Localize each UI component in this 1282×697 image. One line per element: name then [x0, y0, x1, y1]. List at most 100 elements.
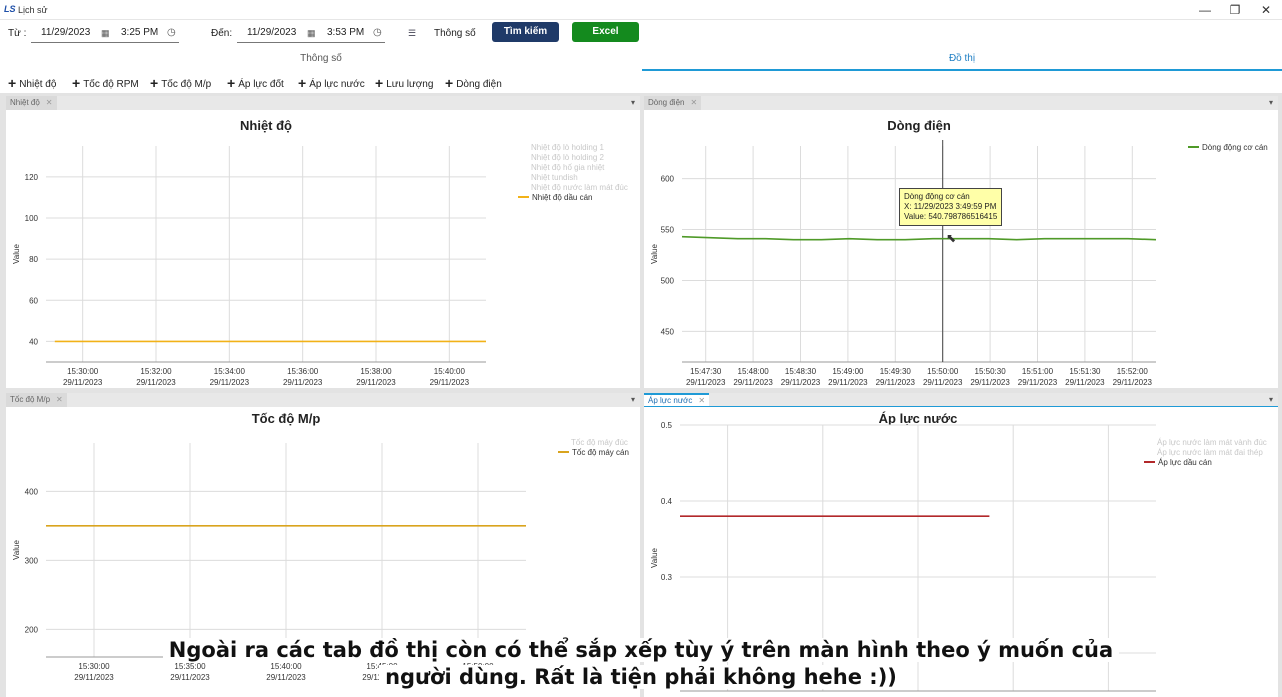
x-tick-label: 15:48:30	[785, 367, 817, 376]
calendar-icon[interactable]: ▦	[101, 28, 110, 38]
legend-entry: Áp lực nước làm mát vành đúc	[1157, 438, 1267, 447]
x-tick-label: 15:49:30	[880, 367, 912, 376]
add-water-pressure-button[interactable]: + Áp lực nước	[298, 75, 365, 91]
y-axis-label: Value	[650, 244, 659, 264]
from-label: Từ :	[8, 28, 27, 39]
legend-entry: Nhiệt độ nước làm mát đúc	[531, 183, 628, 192]
x-tick-date: 29/11/2023	[430, 378, 470, 387]
panel-tab-temperature[interactable]: Nhiệt độ ✕	[6, 96, 57, 110]
y-tick-label: 60	[29, 296, 38, 305]
caption-line-2: người dùng. Rất là tiện phải không hehe …	[379, 665, 903, 689]
param-label[interactable]: Thông số	[434, 28, 476, 39]
x-tick-label: 15:51:00	[1022, 367, 1054, 376]
add-rpm-button[interactable]: + Tốc độ RPM	[72, 75, 139, 91]
calendar-icon[interactable]: ▦	[307, 28, 316, 38]
legend-entry: Nhiệt độ lò holding 1	[531, 143, 604, 152]
add-temperature-button[interactable]: + Nhiệt độ	[8, 75, 56, 91]
close-icon[interactable]: ✕	[698, 396, 706, 405]
maximize-button[interactable]: ❐	[1229, 3, 1241, 17]
plus-icon: +	[72, 75, 81, 91]
toolbar-label: Dòng điện	[456, 79, 502, 90]
excel-button[interactable]: Excel	[572, 22, 639, 42]
y-tick-label: 40	[29, 337, 38, 346]
x-tick-label: 15:40:00	[270, 662, 302, 671]
plus-icon: +	[375, 75, 384, 91]
close-icon[interactable]: ✕	[56, 395, 63, 404]
y-tick-label: 0.4	[661, 497, 673, 506]
to-time-value[interactable]: 3:53 PM	[327, 27, 365, 38]
add-speed-button[interactable]: + Tốc độ M/p	[150, 75, 211, 91]
chart-title: Dòng điện	[887, 118, 951, 133]
x-tick-date: 29/11/2023	[136, 378, 176, 387]
x-tick-date: 29/11/2023	[170, 673, 210, 682]
close-icon[interactable]: ✕	[690, 98, 698, 107]
y-axis-label: Value	[12, 244, 21, 264]
window-title: Lịch sử	[18, 5, 48, 15]
search-button[interactable]: Tìm kiếm	[492, 22, 559, 42]
panel-tab-current[interactable]: Dòng điện ✕	[644, 96, 702, 110]
panel-menu-icon[interactable]: ▾	[1269, 395, 1274, 404]
x-tick-label: 15:30:00	[78, 662, 110, 671]
x-tick-label: 15:50:00	[927, 367, 959, 376]
from-datetime-picker[interactable]: 11/29/2023 ▦ 3:25 PM ◷	[31, 25, 179, 43]
tab-charts[interactable]: Đồ thị	[948, 53, 976, 64]
add-current-button[interactable]: + Dòng điện	[445, 75, 502, 91]
y-tick-label: 500	[661, 276, 675, 285]
x-tick-date: 29/11/2023	[923, 378, 963, 387]
add-burn-pressure-button[interactable]: + Áp lực đốt	[227, 75, 284, 91]
toolbar-label: Áp lực nước	[309, 79, 365, 90]
panel-tab-strip	[6, 96, 640, 110]
legend-entry: Áp lực dầu cán	[1158, 458, 1212, 467]
x-tick-date: 29/11/2023	[356, 378, 396, 387]
from-time-value[interactable]: 3:25 PM	[121, 27, 159, 38]
x-tick-label: 15:47:30	[690, 367, 722, 376]
from-date-value[interactable]: 11/29/2023	[41, 27, 91, 38]
clock-icon[interactable]: ◷	[167, 27, 176, 38]
legend-entry: Áp lực nước làm mát đai thép	[1157, 448, 1263, 457]
panel-speed: Tốc độ M/p ✕ ▾ Tốc độ M/p 15:30:00 29/11/20…	[6, 393, 640, 697]
series-line	[681, 235, 1157, 241]
title-bar: LS Lịch sử — ❐ ✕	[0, 0, 1282, 20]
panel-tab-speed[interactable]: Tốc độ M/p ✕	[6, 393, 67, 407]
y-axis-label: Value	[12, 540, 21, 560]
x-tick-label: 15:51:30	[1069, 367, 1101, 376]
toolbar-label: Nhiệt độ	[19, 79, 57, 90]
chart-title: Nhiệt độ	[240, 118, 292, 133]
close-button[interactable]: ✕	[1260, 3, 1272, 17]
panel-tab-pressure[interactable]: Áp lực nước ✕	[644, 393, 710, 407]
x-tick-label: 15:32:00	[140, 367, 172, 376]
active-panel-underline	[644, 406, 1278, 407]
app-logo: LS	[4, 4, 16, 14]
panel-menu-icon[interactable]: ▾	[631, 98, 636, 107]
to-date-value[interactable]: 11/29/2023	[247, 27, 297, 38]
x-tick-date: 29/11/2023	[970, 378, 1010, 387]
tab-parameters[interactable]: Thông số	[300, 53, 342, 64]
x-tick-label: 15:49:00	[832, 367, 864, 376]
add-flow-button[interactable]: + Lưu lượng	[375, 75, 433, 91]
panel-temperature: Nhiệt độ ✕ ▾ Nhiệt độ 15:30:00 29/11/2023 15…	[6, 96, 640, 388]
y-tick-label: 100	[25, 214, 39, 223]
x-tick-date: 29/11/2023	[1113, 378, 1153, 387]
x-tick-label: 15:52:00	[1117, 367, 1149, 376]
database-icon[interactable]: ☰	[408, 28, 417, 38]
close-icon[interactable]: ✕	[45, 98, 53, 107]
y-tick-label: 0.3	[661, 573, 673, 582]
video-caption: Ngoài ra các tab đồ thị còn có thể sắp x…	[160, 637, 1122, 691]
to-datetime-picker[interactable]: 11/29/2023 ▦ 3:53 PM ◷	[237, 25, 385, 43]
panel-tab-label: Áp lực nước	[648, 396, 693, 405]
caption-line-1: Ngoài ra các tab đồ thị còn có thể sắp x…	[162, 638, 1120, 662]
x-tick-date: 29/11/2023	[74, 673, 114, 682]
clock-icon[interactable]: ◷	[373, 27, 382, 38]
x-tick-label: 15:34:00	[214, 367, 246, 376]
x-tick-date: 29/11/2023	[781, 378, 821, 387]
toolbar-label: Lưu lượng	[386, 79, 434, 90]
y-tick-label: 600	[661, 175, 675, 184]
panel-menu-icon[interactable]: ▾	[1269, 98, 1274, 107]
panel-tab-strip	[644, 393, 1278, 407]
panel-menu-icon[interactable]: ▾	[631, 395, 636, 404]
legend-entry: Tốc độ máy đúc	[571, 438, 628, 447]
panel-current: Dòng điện ✕ ▾ Dòng điện 15:47:30 29/11/2023…	[644, 96, 1278, 388]
legend-entry: Nhiệt độ hố gia nhiệt	[531, 163, 605, 172]
minimize-button[interactable]: —	[1199, 3, 1211, 17]
